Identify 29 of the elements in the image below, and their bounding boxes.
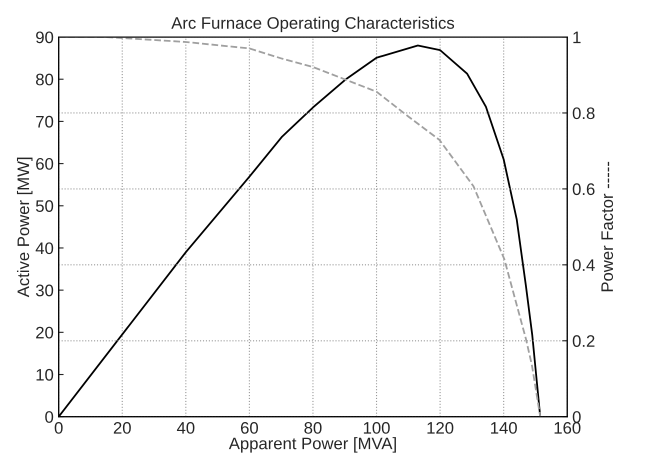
y2-tick-label: 0.4 (572, 259, 595, 272)
x-tick-label: 80 (304, 422, 322, 434)
x-tick-label: 40 (176, 422, 194, 434)
y-tick-label: 70 (36, 116, 54, 128)
y-tick-label: 90 (36, 31, 54, 44)
y-tick-label: 50 (36, 200, 54, 212)
chart-title: Arc Furnace Operating Characteristics (171, 16, 454, 32)
y2-tick-label: 1 (573, 32, 581, 44)
y-tick-label: 30 (36, 284, 54, 296)
y-tick-label: 20 (36, 326, 54, 339)
y-axis-title: Active Power [MW] (16, 158, 33, 298)
x-tick-label: 100 (364, 422, 390, 434)
x-tick-label: 160 (554, 422, 580, 434)
y-tick-label: 60 (36, 158, 54, 170)
x-tick-label: 0 (54, 422, 63, 434)
y2-tick-label: 0 (572, 411, 581, 423)
x-tick-label: 20 (114, 422, 131, 434)
y-tick-label: 80 (36, 74, 54, 86)
y-tick-label: 40 (36, 242, 54, 254)
x-tick-label: 120 (427, 422, 454, 434)
y2-axis-title: Power Factor ----- (601, 162, 614, 292)
x-tick-label: 60 (240, 422, 258, 434)
x-tick-label: 140 (491, 422, 517, 434)
y-tick-label: 0 (45, 411, 54, 423)
y-tick-label: 10 (36, 368, 54, 381)
y2-tick-label: 0.6 (572, 183, 595, 196)
x-axis-title: Apparent Power [MVA] (228, 437, 396, 453)
y2-tick-label: 0.8 (572, 107, 595, 120)
y2-tick-label: 0.2 (572, 335, 594, 347)
